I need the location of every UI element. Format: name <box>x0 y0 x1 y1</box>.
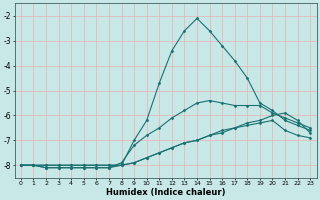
X-axis label: Humidex (Indice chaleur): Humidex (Indice chaleur) <box>106 188 225 197</box>
